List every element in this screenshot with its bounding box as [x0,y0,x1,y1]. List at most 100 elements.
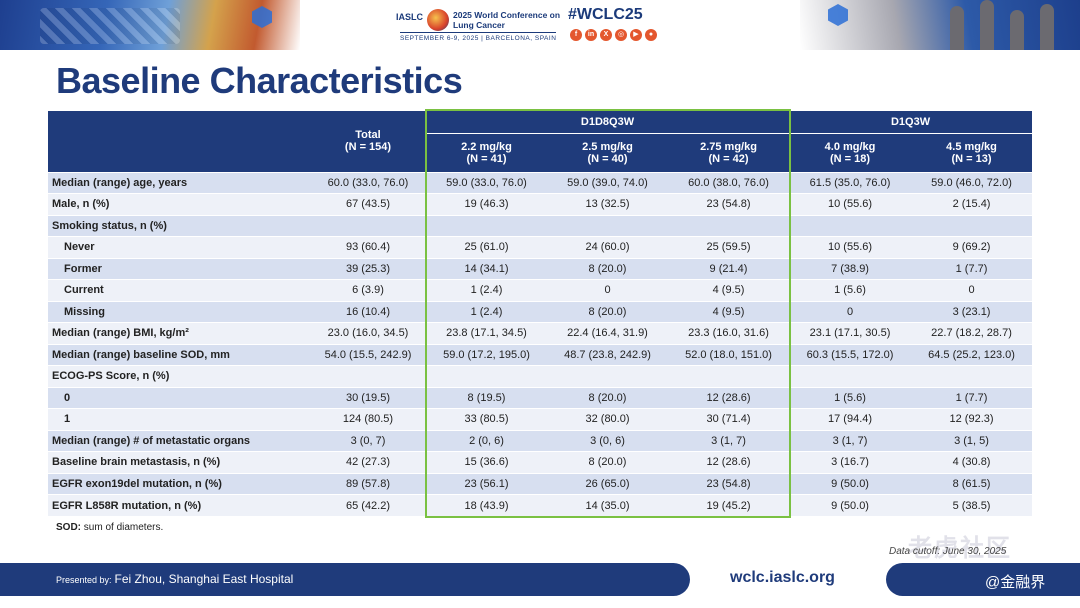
table-cell: 22.7 (18.2, 28.7) [911,322,1033,344]
table-cell: 14 (35.0) [547,494,668,516]
presenter-info: Presented by: Fei Zhou, Shanghai East Hos… [56,572,293,586]
table-cell: 2 (15.4) [911,193,1033,215]
table-cell: 0 [789,300,912,323]
table-cell [789,365,912,387]
table-cell: 23.3 (16.0, 31.6) [668,322,790,344]
table-cell: 23.8 (17.1, 34.5) [426,322,547,344]
table-cell: 23 (56.1) [426,472,547,495]
table-cell: 14 (34.1) [426,257,547,280]
table-row: Median (range) baseline SOD, mm 54.0 (15.… [48,343,1033,366]
table-cell: 19 (46.3) [426,193,547,215]
dose-n: (N = 40) [587,152,628,165]
conference-banner: IASLC 2025 World Conference on Lung Canc… [0,0,1080,50]
dose-n: (N = 13) [951,152,992,165]
table-cell: 30 (71.4) [668,408,790,430]
dose-label: 4.0 mg/kg [824,140,876,153]
table-cell: 15 (36.6) [426,451,547,473]
row-label: Smoking status, n (%) [48,214,310,237]
hexagon-icon [252,6,272,28]
table-cell: 8 (20.0) [547,300,668,323]
table-cell: 4 (9.5) [668,279,790,301]
total-column-header: Total (N = 154) [310,111,426,172]
table-cell: 10 (55.6) [789,193,912,215]
total-header-n: (N = 154) [344,141,392,154]
table-row: Never 93 (60.4) 25 (61.0) 24 (60.0) 25 (59.5… [48,236,1033,258]
row-label: EGFR L858R mutation, n (%) [48,494,310,516]
facebook-icon[interactable]: f [570,29,582,41]
table-row: Missing 16 (10.4) 1 (2.4) 8 (20.0) 4 (9.5) 0 3… [48,300,1033,323]
group-header-d1q3w: D1Q3W [789,111,1033,133]
row-label: 0 [48,386,310,409]
wechat-icon[interactable]: ● [645,29,657,41]
table-cell: 65 (42.2) [310,494,426,516]
data-cutoff: Data cutoff: June 30, 2025 [889,546,1007,557]
table-row: ECOG-PS Score, n (%) [48,365,1033,387]
table-cell: 59.0 (46.0, 72.0) [911,171,1033,194]
table-cell: 12 (92.3) [911,408,1033,430]
linkedin-icon[interactable]: in [585,29,597,41]
table-row: Male, n (%) 67 (43.5) 19 (46.3) 13 (32.5) 23… [48,193,1033,215]
table-cell: 59.0 (39.0, 74.0) [547,171,668,194]
slide-title: Baseline Characteristics [56,60,463,101]
table-cell: 48.7 (23.8, 242.9) [547,343,668,366]
table-cell: 19 (45.2) [668,494,790,516]
table-cell: 18 (43.9) [426,494,547,516]
table-cell: 23 (54.8) [668,193,790,215]
table-cell: 60.0 (38.0, 76.0) [668,171,790,194]
table-cell: 8 (61.5) [911,472,1033,495]
x-icon[interactable]: X [600,29,612,41]
table-cell: 12 (28.6) [668,386,790,409]
row-label: Baseline brain metastasis, n (%) [48,451,310,473]
table-cell: 33 (80.5) [426,408,547,430]
table-cell [789,214,912,237]
row-label: ECOG-PS Score, n (%) [48,365,310,387]
instagram-icon[interactable]: ◎ [615,29,627,41]
table-row: Median (range) age, years 60.0 (33.0, 76.… [48,171,1033,194]
group-header-d1d8q3w: D1D8Q3W [426,111,790,133]
table-cell: 3 (23.1) [911,300,1033,323]
table-cell: 93 (60.4) [310,236,426,258]
table-cell: 17 (94.4) [789,408,912,430]
table-row: Former 39 (25.3) 14 (34.1) 8 (20.0) 9 (21.4)… [48,257,1033,280]
dose-label: 2.2 mg/kg [461,140,512,153]
table-cell: 59.0 (17.2, 195.0) [426,343,547,366]
table-cell: 23 (54.8) [668,472,790,495]
spire-shape [1040,4,1054,50]
table-cell: 60.3 (15.5, 172.0) [789,343,912,366]
iaslc-logo-text: IASLC [396,12,423,22]
table-cell: 52.0 (18.0, 151.0) [668,343,790,366]
row-label: Former [48,257,310,280]
table-cell: 67 (43.5) [310,193,426,215]
table-cell: 61.5 (35.0, 76.0) [789,171,912,194]
table-body: Median (range) age, years 60.0 (33.0, 76.… [48,171,1033,516]
table-cell: 1 (5.6) [789,279,912,301]
table-cell: 3 (1, 7) [789,429,912,452]
table-cell: 16 (10.4) [310,300,426,323]
table-cell: 9 (50.0) [789,472,912,495]
table-cell: 42 (27.3) [310,451,426,473]
row-label: Median (range) baseline SOD, mm [48,343,310,366]
table-cell: 23.1 (17.1, 30.5) [789,322,912,344]
table-cell: 8 (20.0) [547,386,668,409]
table-cell [547,365,668,387]
table-cell: 54.0 (15.5, 242.9) [310,343,426,366]
table-cell: 3 (1, 5) [911,429,1033,452]
conference-logo: IASLC 2025 World Conference on Lung Canc… [396,6,573,44]
table-cell: 30 (19.5) [310,386,426,409]
website-link[interactable]: wclc.iaslc.org [730,569,835,586]
table-cell: 4 (9.5) [668,300,790,323]
table-cell [310,214,426,237]
table-cell: 89 (57.8) [310,472,426,495]
table-cell [547,214,668,237]
conference-title: 2025 World Conference on Lung Cancer [453,10,561,30]
table-cell: 12 (28.6) [668,451,790,473]
dose-header: 2.75 mg/kg (N = 42) [668,132,790,172]
table-row: 1 124 (80.5) 33 (80.5) 32 (80.0) 30 (71.4) 17… [48,408,1033,430]
footer-bar-right [886,563,1080,596]
youtube-icon[interactable]: ▶ [630,29,642,41]
presented-by-label: Presented by: [56,575,112,585]
watermark: 老虎社区 [908,535,1012,562]
label-column-header [48,111,310,172]
table-cell: 1 (2.4) [426,279,547,301]
table-cell: 32 (80.0) [547,408,668,430]
